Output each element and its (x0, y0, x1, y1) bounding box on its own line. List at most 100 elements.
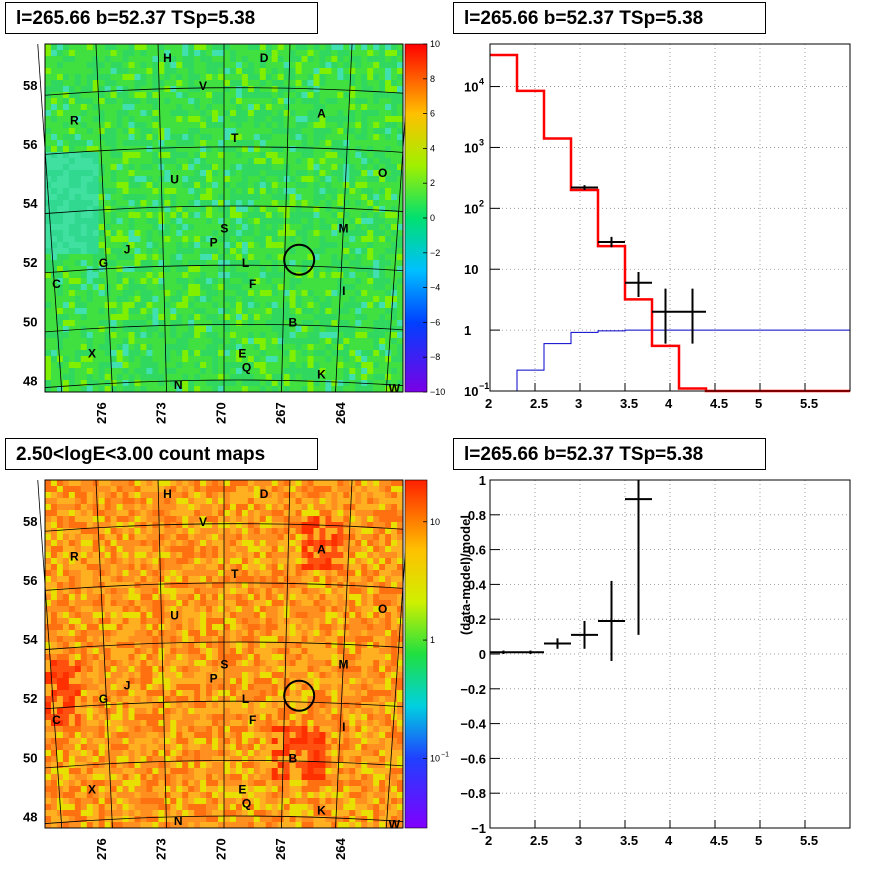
map-pixel (373, 212, 380, 219)
map-pixel (50, 792, 58, 799)
map-pixel (56, 116, 64, 123)
map-pixel (45, 176, 52, 183)
map-pixel (140, 170, 147, 177)
map-pixel (241, 302, 249, 309)
map-pixel (247, 326, 255, 333)
colorbar-tick-label: −6 (430, 317, 440, 327)
map-pixel (50, 368, 58, 375)
map-pixel (212, 236, 219, 243)
map-pixel (122, 480, 129, 487)
map-pixel (253, 230, 261, 237)
map-pixel (158, 558, 165, 565)
map-pixel (301, 260, 308, 267)
map-pixel (134, 612, 141, 619)
map-pixel (319, 212, 326, 219)
map-pixel (289, 206, 296, 213)
map-pixel (343, 104, 350, 111)
map-pixel (86, 380, 94, 387)
longitude-line (335, 43, 353, 393)
map-pixel (98, 792, 105, 799)
map-pixel (80, 98, 88, 105)
map-pixel (307, 302, 314, 309)
map-pixel (80, 738, 88, 745)
map-pixel (92, 74, 99, 81)
map-pixel (176, 146, 183, 153)
map-pixel (122, 534, 129, 541)
map-pixel (45, 284, 52, 291)
map-pixel (313, 308, 320, 315)
map-pixel (373, 296, 380, 303)
map-pixel (164, 350, 171, 357)
map-pixel (182, 486, 189, 493)
map-pixel (259, 368, 267, 375)
map-pixel (361, 248, 368, 255)
map-pixel (50, 780, 58, 787)
map-pixel (355, 110, 362, 117)
map-pixel (164, 98, 171, 105)
map-pixel (235, 206, 243, 213)
map-pixel (349, 248, 356, 255)
map-pixel (283, 194, 290, 201)
map-pixel (235, 362, 243, 369)
top-right-title: l=265.66 b=52.37 TSp=5.38 (453, 2, 766, 34)
map-pixel (116, 368, 123, 375)
map-pixel (98, 188, 105, 195)
map-pixel (247, 320, 255, 327)
map-pixel (182, 200, 189, 207)
map-pixel (86, 68, 94, 75)
map-pixel (391, 356, 398, 363)
map-pixel (182, 212, 189, 219)
map-pixel (98, 630, 105, 637)
map-pixel (98, 726, 105, 733)
map-pixel (158, 266, 165, 273)
map-pixel (170, 302, 177, 309)
map-pixel (68, 308, 76, 315)
map-pixel (391, 140, 398, 147)
map-pixel (92, 528, 99, 535)
map-pixel (80, 350, 88, 357)
map-pixel (152, 720, 159, 727)
map-pixel (56, 68, 64, 75)
map-pixel (152, 564, 159, 571)
map-pixel (253, 68, 261, 75)
map-pixel (325, 182, 332, 189)
map-pixel (56, 774, 64, 781)
map-pixel (385, 266, 392, 273)
map-pixel (158, 582, 165, 589)
map-pixel (128, 218, 135, 225)
map-pixel (62, 534, 70, 541)
map-pixel (295, 164, 302, 171)
map-pixel (68, 140, 76, 147)
map-pixel (379, 374, 386, 381)
map-pixel (397, 308, 404, 315)
map-pixel (122, 564, 129, 571)
map-pixel (277, 236, 284, 243)
map-pixel (176, 534, 183, 541)
map-pixel (146, 44, 153, 51)
map-pixel (313, 320, 320, 327)
map-pixel (80, 636, 88, 643)
map-pixel (45, 200, 52, 207)
map-pixel (176, 738, 183, 745)
map-pixel (92, 642, 99, 649)
map-pixel (164, 254, 171, 261)
map-pixel (170, 86, 177, 93)
map-pixel (140, 332, 147, 339)
map-pixel (80, 702, 88, 709)
map-pixel (241, 134, 249, 141)
map-pixel (128, 356, 135, 363)
map-pixel (86, 636, 94, 643)
map-pixel (170, 296, 177, 303)
map-pixel (283, 356, 290, 363)
map-pixel (200, 236, 207, 243)
map-pixel (158, 68, 165, 75)
map-pixel (68, 750, 76, 757)
map-pixel (80, 570, 88, 577)
map-pixel (128, 528, 135, 535)
map-pixel (140, 176, 147, 183)
map-pixel (229, 122, 237, 129)
map-pixel (349, 152, 356, 159)
map-pixel (164, 290, 171, 297)
map-pixel (253, 332, 261, 339)
map-pixel (56, 122, 64, 129)
